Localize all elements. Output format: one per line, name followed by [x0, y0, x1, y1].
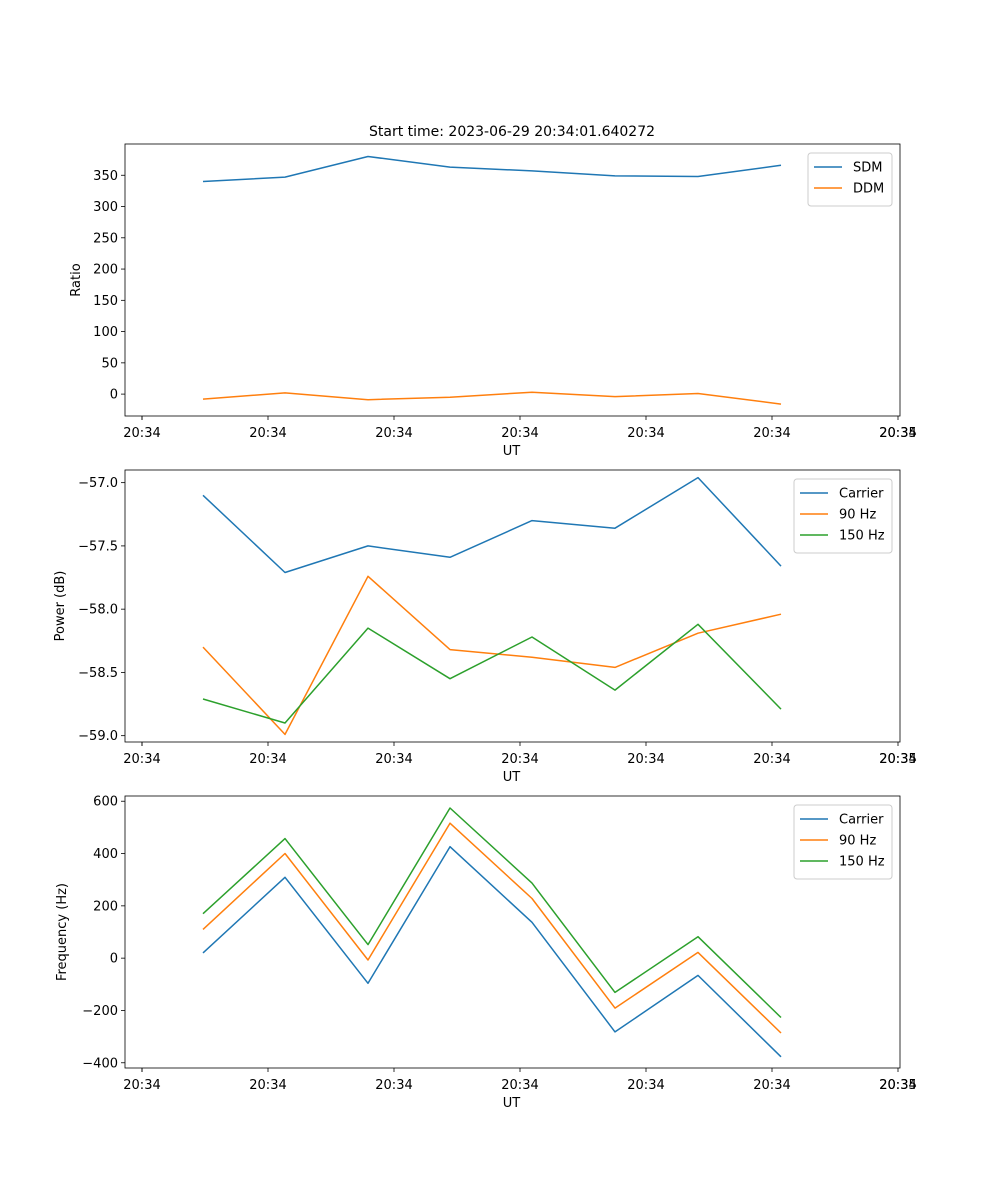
x-tick-label: 20:34 [249, 752, 286, 767]
x-tick-label: 20:34 [501, 752, 538, 767]
y-tick-label: 350 [93, 169, 118, 184]
x-tick-label: 20:35 [879, 752, 916, 767]
legend-entry-label: 150 Hz [839, 529, 885, 544]
x-tick-label: 20:34 [249, 426, 286, 441]
series-line-ddm [202, 391, 782, 405]
axes-frame [124, 143, 901, 417]
x-axis-label: UT [503, 1096, 521, 1111]
x-tick-label: 20:34 [375, 1078, 412, 1093]
series-line-sdm [202, 155, 782, 183]
x-axis-label: UT [503, 770, 521, 785]
legend-entry-label: SDM [853, 161, 882, 176]
axes-frame [124, 795, 901, 1069]
x-tick-label: 20:34 [879, 1078, 916, 1093]
series-line-carrier [202, 845, 782, 1058]
legend-entry-label: Carrier [839, 813, 884, 828]
legend-entry-label: 90 Hz [839, 834, 876, 849]
x-tick-label: 20:34 [249, 1078, 286, 1093]
x-tick-label: 20:34 [501, 1078, 538, 1093]
y-axis-label: Frequency (Hz) [55, 883, 70, 981]
y-tick-label: 0 [110, 952, 118, 967]
y-tick-label: 100 [93, 325, 118, 340]
legend: SDM DDM [807, 152, 893, 207]
x-tick-label: 20:34 [753, 752, 790, 767]
y-tick-label: 400 [93, 847, 118, 862]
x-tick-label: 20:34 [627, 752, 664, 767]
series-line-150-hz [202, 807, 782, 1019]
y-tick-label: −58.5 [78, 666, 118, 681]
series-line-carrier [202, 476, 782, 574]
y-tick-label: 200 [93, 899, 118, 914]
y-tick-label: 0 [110, 388, 118, 403]
y-tick-label: −57.5 [78, 539, 118, 554]
y-tick-label: 250 [93, 231, 118, 246]
legend-entry-label: DDM [853, 182, 884, 197]
y-tick-label: −200 [82, 1004, 118, 1019]
y-tick-label: 50 [101, 356, 118, 371]
y-axis-label: Power (dB) [53, 571, 68, 642]
x-tick-label: 20:35 [879, 426, 916, 441]
x-tick-label: 20:34 [123, 1078, 160, 1093]
legend-entry-label: Carrier [839, 487, 884, 502]
series-line-90-hz [202, 822, 782, 1034]
x-tick-label: 20:34 [501, 426, 538, 441]
legend: Carrier 90 Hz 150 Hz [793, 804, 893, 880]
panel-2: 20:34 20:34 20:34 20:34 20:34 20:34 20:3420:35… [53, 469, 917, 785]
y-tick-label: −400 [82, 1056, 118, 1071]
x-tick-label: 20:34 [879, 426, 916, 441]
x-tick-label: 20:34 [753, 1078, 790, 1093]
panels: 20:34 20:34 20:34 20:34 20:34 20:34 20:3420:35… [53, 143, 917, 1111]
figure-title: Start time: 2023-06-29 20:34:01.640272 [369, 124, 655, 140]
y-tick-label: 300 [93, 200, 118, 215]
x-tick-label: 20:34 [375, 752, 412, 767]
x-axis-label: UT [503, 444, 521, 459]
legend-entry-label: 90 Hz [839, 508, 876, 523]
y-tick-label: 150 [93, 294, 118, 309]
x-tick-label: 20:34 [627, 426, 664, 441]
x-tick-label: 20:34 [123, 752, 160, 767]
panel-1: 20:34 20:34 20:34 20:34 20:34 20:34 20:3420:35… [69, 143, 917, 459]
y-tick-label: 200 [93, 263, 118, 278]
legend: Carrier 90 Hz 150 Hz [793, 478, 893, 554]
x-tick-label: 20:34 [123, 426, 160, 441]
y-tick-label: 600 [93, 795, 118, 810]
y-tick-label: −57.0 [78, 476, 118, 491]
x-tick-label: 20:34 [879, 752, 916, 767]
panel-3: 20:34 20:34 20:34 20:34 20:34 20:34 20:3420:35… [55, 795, 917, 1111]
legend-entry-label: 150 Hz [839, 855, 885, 870]
x-tick-label: 20:34 [753, 426, 790, 441]
x-tick-label: 20:34 [627, 1078, 664, 1093]
x-tick-label: 20:35 [879, 1078, 916, 1093]
y-tick-label: −58.0 [78, 603, 118, 618]
y-axis-label: Ratio [69, 263, 84, 296]
x-tick-label: 20:34 [375, 426, 412, 441]
y-tick-label: −59.0 [78, 729, 118, 744]
series-line-150-hz [202, 623, 782, 724]
axes-frame [124, 469, 901, 743]
